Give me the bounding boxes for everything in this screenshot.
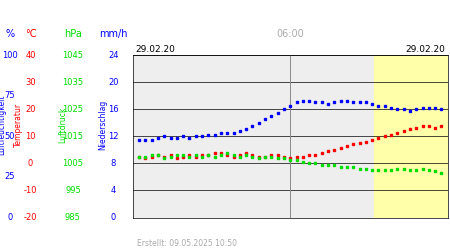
Text: 1035: 1035 bbox=[63, 78, 83, 86]
Text: 8: 8 bbox=[111, 159, 116, 168]
Text: 40: 40 bbox=[25, 50, 36, 59]
Text: 30: 30 bbox=[25, 78, 36, 86]
Bar bbox=[374, 55, 448, 218]
Text: 12: 12 bbox=[108, 132, 119, 141]
Text: 0: 0 bbox=[28, 159, 33, 168]
Text: Luftfeuchtigkeit: Luftfeuchtigkeit bbox=[0, 95, 6, 155]
Text: 75: 75 bbox=[4, 91, 15, 100]
Text: 0: 0 bbox=[7, 213, 13, 222]
Text: °C: °C bbox=[25, 29, 36, 39]
Text: Temperatur: Temperatur bbox=[14, 103, 22, 147]
Bar bbox=[133, 55, 374, 218]
Text: 100: 100 bbox=[2, 50, 18, 59]
Text: 1005: 1005 bbox=[63, 159, 83, 168]
Text: 16: 16 bbox=[108, 105, 119, 114]
Text: 20: 20 bbox=[108, 78, 119, 86]
Text: hPa: hPa bbox=[64, 29, 82, 39]
Text: 985: 985 bbox=[65, 213, 81, 222]
Text: 29.02.20: 29.02.20 bbox=[405, 45, 446, 54]
Text: Luftdruck: Luftdruck bbox=[58, 107, 68, 143]
Text: 995: 995 bbox=[65, 186, 81, 195]
Text: 29.02.20: 29.02.20 bbox=[135, 45, 175, 54]
Text: 50: 50 bbox=[4, 132, 15, 141]
Text: Niederschlag: Niederschlag bbox=[98, 100, 107, 150]
Text: -10: -10 bbox=[24, 186, 37, 195]
Text: 1025: 1025 bbox=[63, 105, 83, 114]
Text: 06:00: 06:00 bbox=[276, 29, 304, 39]
Text: 0: 0 bbox=[111, 213, 116, 222]
Text: mm/h: mm/h bbox=[99, 29, 128, 39]
Text: 1015: 1015 bbox=[63, 132, 83, 141]
Text: 20: 20 bbox=[25, 105, 36, 114]
Text: 10: 10 bbox=[25, 132, 36, 141]
Text: -20: -20 bbox=[24, 213, 37, 222]
Text: 24: 24 bbox=[108, 50, 119, 59]
Text: %: % bbox=[5, 29, 14, 39]
Text: Erstellt: 09.05.2025 10:50: Erstellt: 09.05.2025 10:50 bbox=[137, 238, 237, 248]
Text: 25: 25 bbox=[4, 172, 15, 182]
Text: 1045: 1045 bbox=[63, 50, 83, 59]
Text: 4: 4 bbox=[111, 186, 116, 195]
